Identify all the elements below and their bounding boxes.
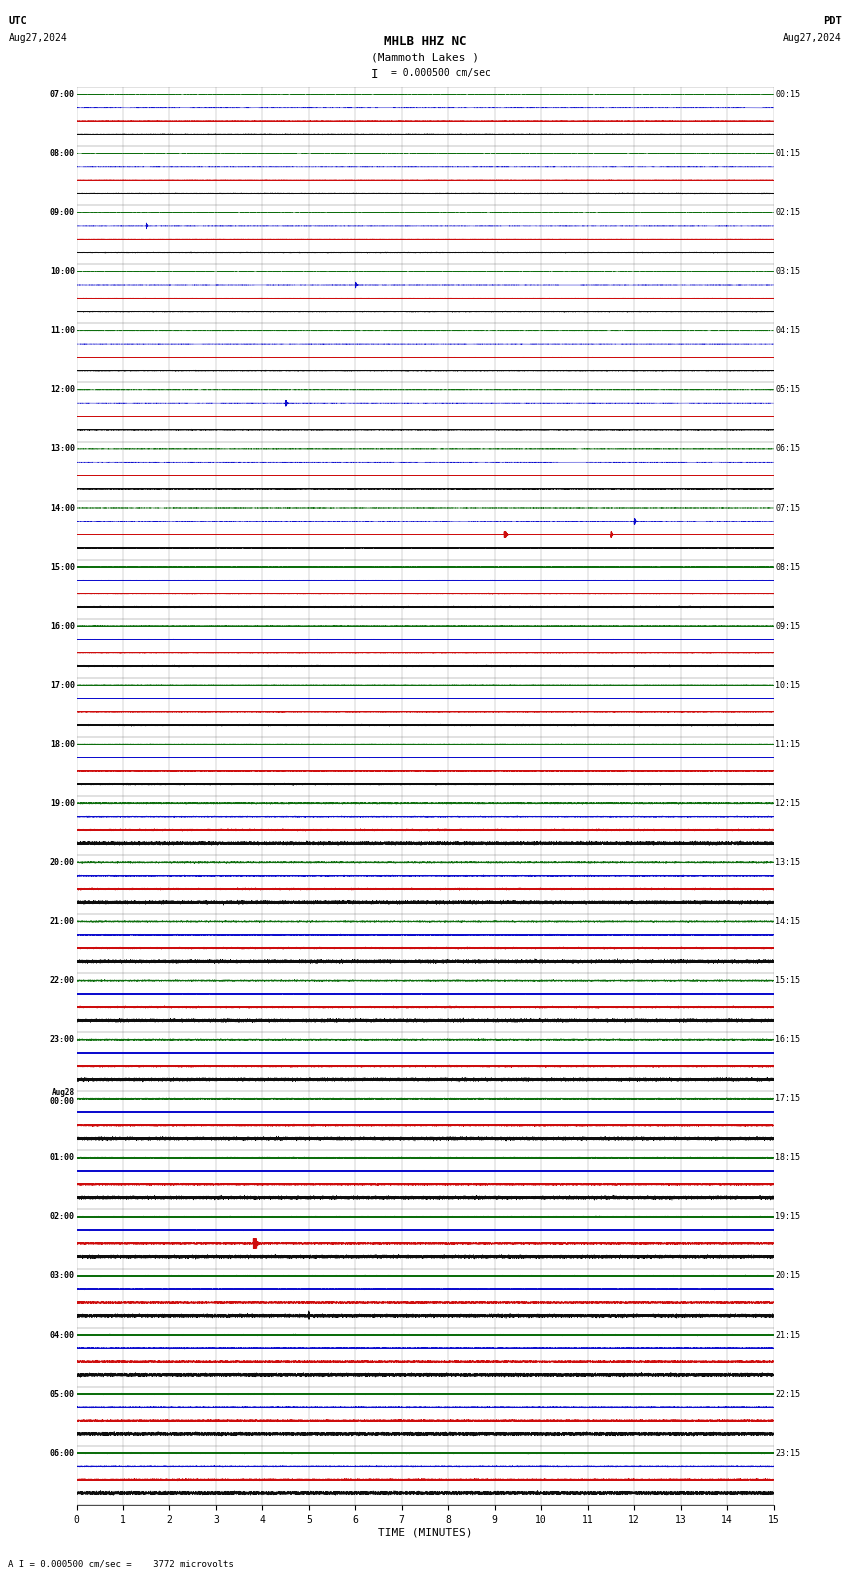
Text: 00:15: 00:15 [775, 90, 800, 100]
Text: 00:00: 00:00 [50, 1098, 75, 1107]
Text: 04:15: 04:15 [775, 326, 800, 336]
Text: 10:00: 10:00 [50, 268, 75, 276]
Text: 07:00: 07:00 [50, 90, 75, 100]
Text: 07:15: 07:15 [775, 504, 800, 513]
Text: 02:00: 02:00 [50, 1212, 75, 1221]
Text: 19:00: 19:00 [50, 798, 75, 808]
Text: Aug27,2024: Aug27,2024 [783, 33, 842, 43]
Text: 10:15: 10:15 [775, 681, 800, 689]
Text: 06:15: 06:15 [775, 445, 800, 453]
Text: Aug28: Aug28 [52, 1088, 75, 1098]
Text: MHLB HHZ NC: MHLB HHZ NC [383, 35, 467, 48]
Text: 02:15: 02:15 [775, 208, 800, 217]
Text: 17:15: 17:15 [775, 1095, 800, 1104]
Text: 16:00: 16:00 [50, 621, 75, 630]
Text: 11:00: 11:00 [50, 326, 75, 336]
Text: 03:15: 03:15 [775, 268, 800, 276]
Text: UTC: UTC [8, 16, 27, 25]
Text: 08:15: 08:15 [775, 562, 800, 572]
X-axis label: TIME (MINUTES): TIME (MINUTES) [377, 1527, 473, 1538]
Text: 17:00: 17:00 [50, 681, 75, 689]
Text: 18:00: 18:00 [50, 740, 75, 749]
Text: 23:15: 23:15 [775, 1449, 800, 1457]
Text: 13:00: 13:00 [50, 445, 75, 453]
Text: 06:00: 06:00 [50, 1449, 75, 1457]
Text: Aug27,2024: Aug27,2024 [8, 33, 67, 43]
Text: 23:00: 23:00 [50, 1036, 75, 1044]
Text: 12:15: 12:15 [775, 798, 800, 808]
Text: 22:00: 22:00 [50, 976, 75, 985]
Text: 04:00: 04:00 [50, 1331, 75, 1340]
Text: 21:00: 21:00 [50, 917, 75, 927]
Text: 18:15: 18:15 [775, 1153, 800, 1163]
Text: 21:15: 21:15 [775, 1331, 800, 1340]
Text: 01:00: 01:00 [50, 1153, 75, 1163]
Text: = 0.000500 cm/sec: = 0.000500 cm/sec [391, 68, 490, 78]
Text: PDT: PDT [823, 16, 842, 25]
Text: 09:00: 09:00 [50, 208, 75, 217]
Text: 20:15: 20:15 [775, 1272, 800, 1280]
Text: I: I [371, 68, 377, 81]
Text: 16:15: 16:15 [775, 1036, 800, 1044]
Text: 05:00: 05:00 [50, 1389, 75, 1399]
Text: 12:00: 12:00 [50, 385, 75, 394]
Text: 03:00: 03:00 [50, 1272, 75, 1280]
Text: 09:15: 09:15 [775, 621, 800, 630]
Text: 14:15: 14:15 [775, 917, 800, 927]
Text: 08:00: 08:00 [50, 149, 75, 158]
Text: A I = 0.000500 cm/sec =    3772 microvolts: A I = 0.000500 cm/sec = 3772 microvolts [8, 1559, 235, 1568]
Text: 15:15: 15:15 [775, 976, 800, 985]
Text: 13:15: 13:15 [775, 859, 800, 866]
Text: 11:15: 11:15 [775, 740, 800, 749]
Text: 15:00: 15:00 [50, 562, 75, 572]
Text: 01:15: 01:15 [775, 149, 800, 158]
Text: 22:15: 22:15 [775, 1389, 800, 1399]
Text: (Mammoth Lakes ): (Mammoth Lakes ) [371, 52, 479, 62]
Text: 19:15: 19:15 [775, 1212, 800, 1221]
Text: 05:15: 05:15 [775, 385, 800, 394]
Text: 20:00: 20:00 [50, 859, 75, 866]
Text: 14:00: 14:00 [50, 504, 75, 513]
